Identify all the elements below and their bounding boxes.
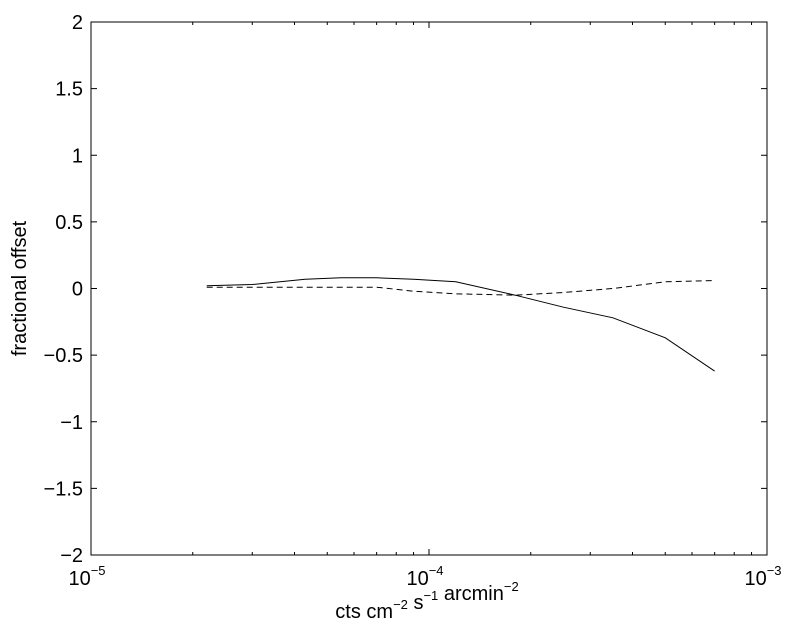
x-tick-label: 10−4 (406, 563, 443, 590)
x-axis-title: cts cm−2 s−1 arcmin−2 (335, 579, 518, 623)
x-tick-label: 10−3 (744, 563, 781, 590)
y-tick-label: −1.5 (44, 478, 83, 500)
series-dashed-line (206, 280, 715, 296)
y-ticks: −2 −1.5 −1 −0.5 0 0.5 1 1.5 2 (44, 12, 767, 567)
y-tick-label: 0.5 (55, 212, 83, 234)
y-tick-label: −2 (60, 545, 83, 567)
y-axis-title: fractional offset (9, 220, 31, 356)
y-tick-label: 1.5 (55, 79, 83, 101)
y-tick-label: 1 (72, 145, 83, 167)
y-tick-label: 2 (72, 12, 83, 34)
y-tick-label: −1 (60, 412, 83, 434)
x-tick-label: 10−5 (68, 563, 105, 590)
series-layer (206, 277, 715, 372)
y-tick-label: 0 (72, 279, 83, 301)
x-ticks: 10−5 10−4 10−3 (68, 22, 782, 590)
series-solid-line (206, 277, 715, 372)
y-tick-label: −0.5 (44, 345, 83, 367)
plot-area (90, 21, 768, 556)
